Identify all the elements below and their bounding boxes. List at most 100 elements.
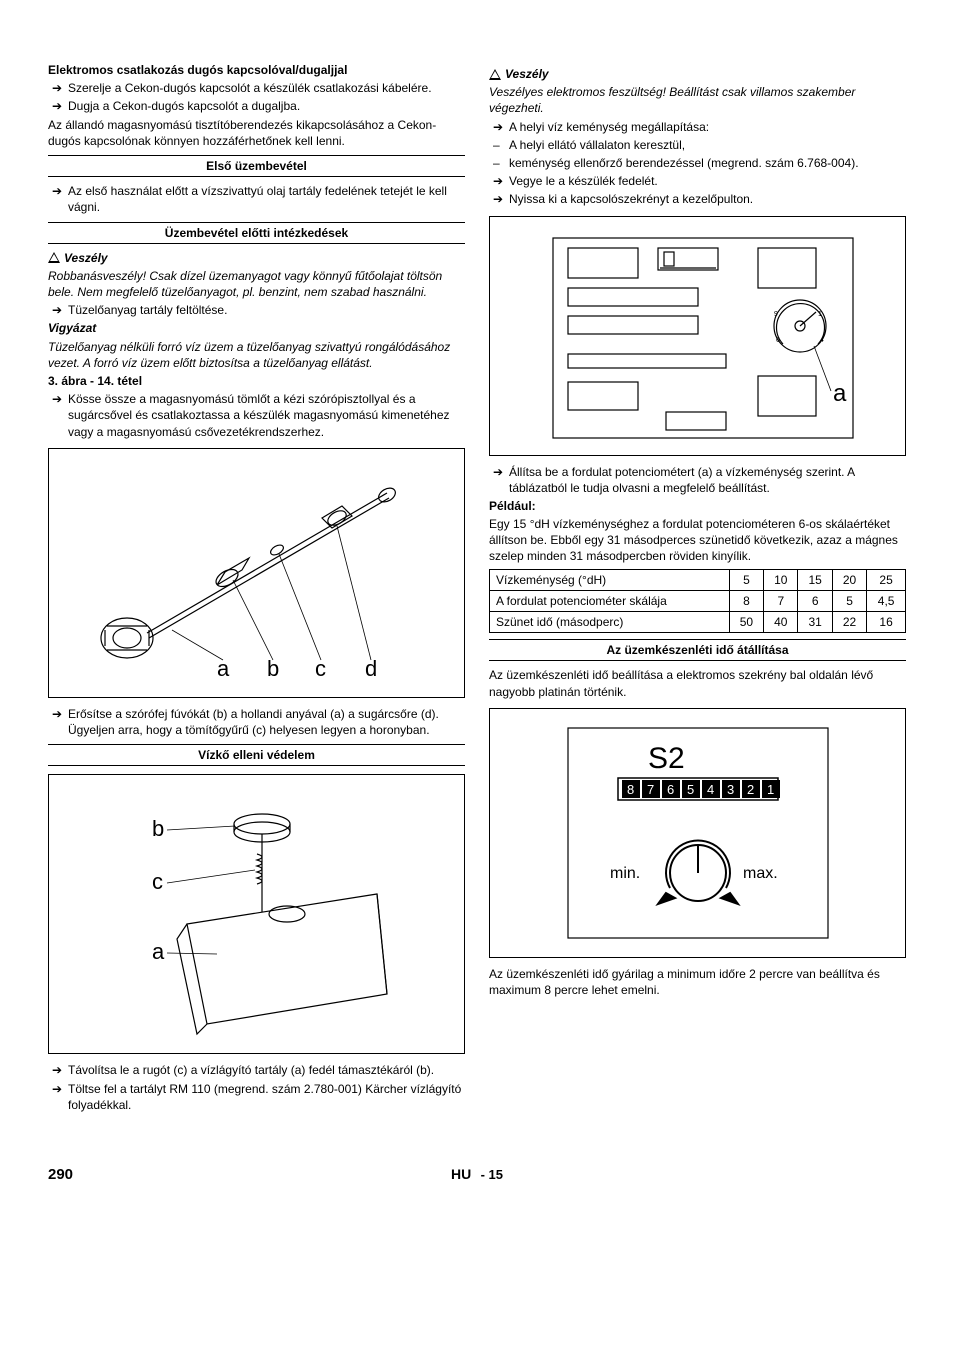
min-label: min. bbox=[610, 865, 640, 882]
bullet-text: Az első használat előtt a vízszivattyú o… bbox=[68, 183, 465, 215]
bullet-text: Töltse fel a tartályt RM 110 (megrend. s… bbox=[68, 1081, 465, 1113]
arrow-icon: ➔ bbox=[48, 183, 68, 199]
page-footer: 290 HU - 15 bbox=[48, 1165, 906, 1185]
svg-text:3: 3 bbox=[727, 782, 734, 797]
svg-text:7: 7 bbox=[647, 782, 654, 797]
table-cell: 15 bbox=[798, 569, 832, 590]
danger-text: Robbanásveszély! Csak dízel üzemanyagot … bbox=[48, 268, 465, 300]
bullet-item: ➔ Erősítse a szórófej fúvókát (b) a holl… bbox=[48, 706, 465, 738]
arrow-icon: ➔ bbox=[489, 119, 509, 135]
danger-text: Veszélyes elektromos feszültség! Beállít… bbox=[489, 84, 906, 116]
svg-text:2: 2 bbox=[747, 782, 754, 797]
paragraph: Az állandó magasnyomású tisztítóberendez… bbox=[48, 117, 465, 149]
danger-heading: Veszély bbox=[489, 66, 906, 82]
arrow-icon: ➔ bbox=[489, 191, 509, 207]
svg-text:4: 4 bbox=[707, 782, 714, 797]
bullet-item: ➔ A helyi víz keménység megállapítása: bbox=[489, 119, 906, 135]
bullet-text: A helyi víz keménység megállapítása: bbox=[509, 119, 906, 135]
figure-control-board: 14 69 a bbox=[489, 216, 906, 456]
max-label: max. bbox=[743, 865, 778, 882]
section-scale-protection: Vízkő elleni védelem bbox=[48, 744, 465, 766]
svg-text:5: 5 bbox=[687, 782, 694, 797]
bullet-text: Állítsa be a fordulat potenciométert (a)… bbox=[509, 464, 906, 496]
arrow-icon: ➔ bbox=[48, 391, 68, 407]
table-cell: 8 bbox=[729, 590, 763, 611]
danger-label: Veszély bbox=[505, 66, 549, 82]
bullet-item: ➔ Dugja a Cekon-dugós kapcsolót a dugalj… bbox=[48, 98, 465, 114]
footer-lang: HU bbox=[451, 1166, 471, 1182]
warning-icon bbox=[489, 69, 501, 80]
danger-heading: Veszély bbox=[48, 250, 465, 266]
table-cell: 5 bbox=[832, 590, 866, 611]
figure-ref: 3. ábra - 14. tétel bbox=[48, 373, 465, 389]
svg-text:6: 6 bbox=[667, 782, 674, 797]
table-cell: 40 bbox=[764, 612, 798, 633]
caution-text: Tüzelőanyag nélküli forró víz üzem a tüz… bbox=[48, 339, 465, 371]
danger-label: Veszély bbox=[64, 250, 108, 266]
bullet-item: ➔ Szerelje a Cekon-dugós kapcsolót a kés… bbox=[48, 80, 465, 96]
arrow-icon: ➔ bbox=[48, 1062, 68, 1078]
section-first-use: Első üzembevétel bbox=[48, 155, 465, 177]
hardness-table: Vízkeménység (°dH) 5 10 15 20 25 A fordu… bbox=[489, 569, 906, 634]
bullet-item: ➔ Távolítsa le a rugót (c) a vízlágyító … bbox=[48, 1062, 465, 1078]
bullet-item: ➔ Vegye le a készülék fedelét. bbox=[489, 173, 906, 189]
caution-label: Vigyázat bbox=[48, 320, 465, 336]
arrow-icon: ➔ bbox=[489, 173, 509, 189]
standby-text-2: Az üzemkészenléti idő gyárilag a minimum… bbox=[489, 966, 906, 998]
figure-softener-tank: b c a bbox=[48, 774, 465, 1054]
bullet-text: Szerelje a Cekon-dugós kapcsolót a készü… bbox=[68, 80, 465, 96]
table-cell: 20 bbox=[832, 569, 866, 590]
footer-page-num: - 15 bbox=[481, 1167, 503, 1182]
arrow-icon: ➔ bbox=[489, 464, 509, 480]
softener-svg: b c a bbox=[77, 784, 437, 1044]
fig-label-b: b bbox=[152, 816, 164, 841]
bullet-text: A helyi ellátó vállalaton keresztül, bbox=[509, 137, 906, 153]
fig-label-a: a bbox=[833, 380, 847, 407]
example-text: Egy 15 °dH vízkeménységhez a fordulat po… bbox=[489, 516, 906, 565]
section-standby-time: Az üzemkészenléti idő átállítása bbox=[489, 639, 906, 661]
bullet-text: Kösse össze a magasnyomású tömlőt a kézi… bbox=[68, 391, 465, 440]
bullet-item: ➔ Tüzelőanyag tartály feltöltése. bbox=[48, 302, 465, 318]
footer-page-left: 290 bbox=[48, 1165, 73, 1185]
table-cell: 16 bbox=[867, 612, 906, 633]
svg-text:1: 1 bbox=[767, 782, 774, 797]
fig-label-a: a bbox=[152, 939, 165, 964]
bullet-text: Vegye le a készülék fedelét. bbox=[509, 173, 906, 189]
warning-icon bbox=[48, 252, 60, 263]
svg-text:8: 8 bbox=[627, 782, 634, 797]
figure-dip-switch: S2 87654321 min. max. bbox=[489, 708, 906, 958]
dash-icon: – bbox=[489, 155, 509, 171]
table-row: A fordulat potenciométer skálája 8 7 6 5… bbox=[490, 590, 906, 611]
table-cell: 7 bbox=[764, 590, 798, 611]
fig-label-c: c bbox=[152, 869, 163, 894]
bullet-text: Erősítse a szórófej fúvókát (b) a hollan… bbox=[68, 706, 465, 738]
bullet-text: Távolítsa le a rugót (c) a vízlágyító ta… bbox=[68, 1062, 465, 1078]
standby-text: Az üzemkészenléti idő beállítása a elekt… bbox=[489, 667, 906, 699]
example-heading: Például: bbox=[489, 498, 906, 514]
table-cell: 5 bbox=[729, 569, 763, 590]
bullet-item: – A helyi ellátó vállalaton keresztül, bbox=[489, 137, 906, 153]
table-cell: A fordulat potenciométer skálája bbox=[490, 590, 730, 611]
table-cell: 50 bbox=[729, 612, 763, 633]
bullet-item: ➔ Nyissa ki a kapcsolószekrényt a kezelő… bbox=[489, 191, 906, 207]
bullet-text: Nyissa ki a kapcsolószekrényt a kezelőpu… bbox=[509, 191, 906, 207]
bullet-item: ➔ Állítsa be a fordulat potenciométert (… bbox=[489, 464, 906, 496]
table-cell: 4,5 bbox=[867, 590, 906, 611]
svg-text:9: 9 bbox=[774, 311, 778, 318]
table-row: Vízkeménység (°dH) 5 10 15 20 25 bbox=[490, 569, 906, 590]
table-cell: 6 bbox=[798, 590, 832, 611]
arrow-icon: ➔ bbox=[48, 98, 68, 114]
table-cell: 31 bbox=[798, 612, 832, 633]
table-cell: 25 bbox=[867, 569, 906, 590]
figure-spray-lance: a b c d bbox=[48, 448, 465, 698]
table-cell: 22 bbox=[832, 612, 866, 633]
table-cell: 10 bbox=[764, 569, 798, 590]
fig-label-a: a bbox=[217, 656, 230, 681]
table-cell: Vízkeménység (°dH) bbox=[490, 569, 730, 590]
bullet-text: Dugja a Cekon-dugós kapcsolót a dugaljba… bbox=[68, 98, 465, 114]
spray-lance-svg: a b c d bbox=[77, 458, 437, 688]
table-row: Szünet idő (másodperc) 50 40 31 22 16 bbox=[490, 612, 906, 633]
control-board-svg: 14 69 a bbox=[518, 226, 878, 446]
table-cell: Szünet idő (másodperc) bbox=[490, 612, 730, 633]
arrow-icon: ➔ bbox=[48, 80, 68, 96]
